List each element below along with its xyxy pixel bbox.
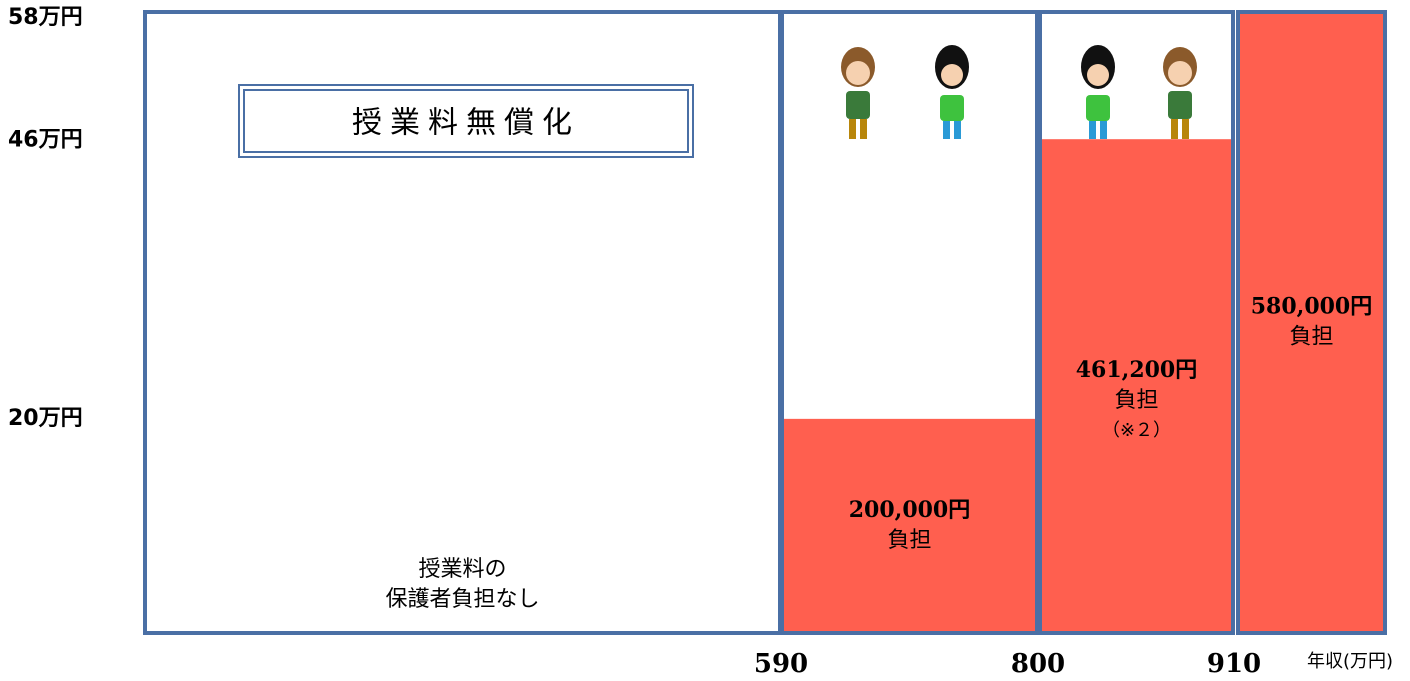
x-tick-label: 800	[1011, 649, 1065, 679]
person-icon	[935, 45, 969, 139]
x-tick-label: 910	[1207, 649, 1261, 679]
bar-note: 授業料の	[418, 557, 506, 582]
x-axis-label: 年収(万円)	[1307, 651, 1393, 672]
bar-note: （※２）	[1102, 420, 1171, 441]
value-label: 461,200円	[1076, 357, 1198, 383]
y-tick-label: 20万円	[8, 406, 83, 431]
title: 授業料無償化	[352, 106, 580, 141]
people-icons	[841, 45, 1197, 139]
value-label: 200,000円	[849, 497, 971, 523]
bar-note: 負担	[1114, 388, 1158, 413]
chart: 授業料無償化 年収(万円) 20万円 46万円 58万円 590 800 910 授業料の保…	[0, 0, 1410, 681]
bar-note: 保護者負担なし	[385, 587, 539, 612]
y-tick-label: 58万円	[8, 5, 83, 30]
bar-note: 負担	[1289, 325, 1333, 350]
bar-note: 負担	[887, 528, 931, 553]
y-tick-label: 46万円	[8, 127, 83, 152]
value-label: 580,000円	[1251, 294, 1373, 320]
person-icon	[841, 47, 875, 139]
bar	[1040, 139, 1233, 633]
person-icon	[1081, 45, 1115, 139]
bar	[1238, 12, 1385, 633]
x-tick-label: 590	[754, 649, 808, 679]
person-icon	[1163, 47, 1197, 139]
bar	[782, 419, 1037, 633]
